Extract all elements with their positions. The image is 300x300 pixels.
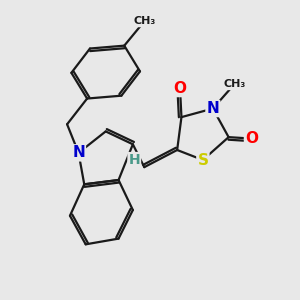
- Text: S: S: [197, 152, 208, 167]
- Text: N: N: [72, 146, 85, 160]
- Text: H: H: [128, 153, 140, 167]
- Text: O: O: [173, 81, 187, 96]
- Text: CH₃: CH₃: [133, 16, 155, 26]
- Text: N: N: [206, 101, 219, 116]
- Text: O: O: [245, 131, 258, 146]
- Text: CH₃: CH₃: [223, 79, 245, 89]
